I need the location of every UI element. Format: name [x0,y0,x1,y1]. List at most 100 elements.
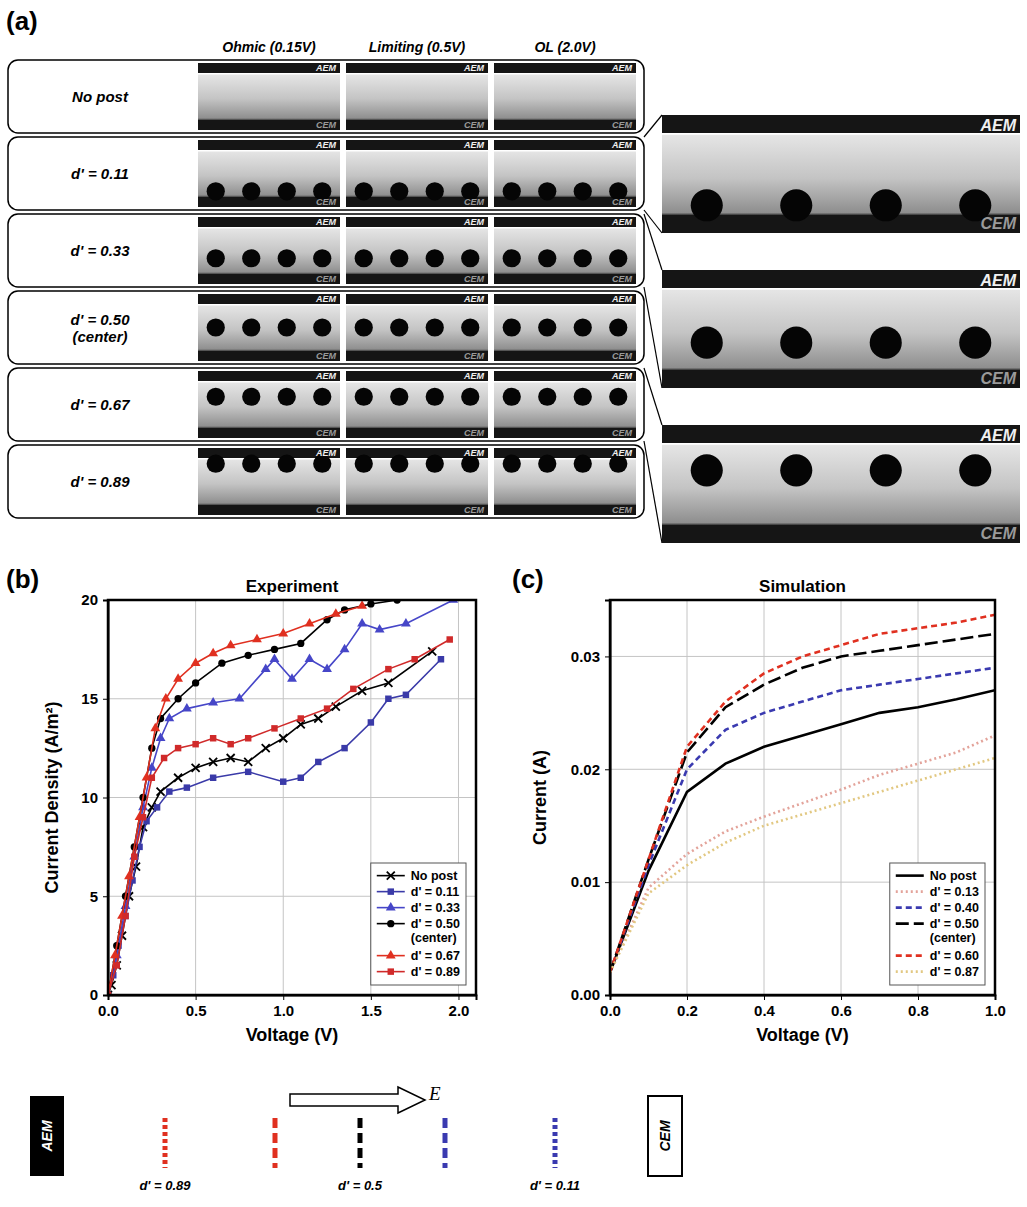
chart-title: Experiment [246,577,339,596]
membrane-cem [662,369,1020,370]
row-frame [8,214,644,287]
membrane-label: CEM [464,197,485,207]
channel-image [494,140,636,207]
legend-entry: d' = 0.87 [896,965,979,979]
post [609,318,627,336]
membrane-label: AEM [315,217,337,227]
membrane-label: CEM [316,274,337,284]
marker [340,644,350,653]
membrane-label: CEM [464,120,485,130]
row-frame [8,445,644,518]
plot-data [610,615,995,973]
membrane-label: AEM [315,371,337,381]
channel-image [198,294,340,361]
post-position [163,1118,168,1168]
membrane-label: AEM [463,448,485,458]
zoom-connector [644,368,662,425]
post [574,388,592,406]
legend: No postd' = 0.13d' = 0.40d' = 0.50(cente… [890,863,985,985]
membrane-aem [346,304,488,306]
marker [271,725,277,731]
tick: 2.0 [449,995,470,1019]
tick: 0.2 [677,995,698,1019]
channel-image [494,294,636,361]
post [278,318,296,336]
post [242,182,260,200]
tick-label: 0.6 [831,1002,852,1019]
image-background [346,448,488,515]
marker [245,652,252,659]
marker [367,600,374,607]
post [691,189,723,221]
post [538,455,556,473]
membrane-cem [662,524,1020,525]
marker [113,961,121,969]
marker [305,618,315,627]
membrane-label: AEM [611,217,633,227]
channel-image [346,63,488,130]
post [390,388,408,406]
image-background [494,217,636,284]
legend-entry: d' = 0.89 [377,965,460,979]
marker [244,758,252,766]
grid-line [764,600,765,995]
position-label: d' = 0.11 [530,1178,580,1193]
image-background [494,294,636,361]
legend-entry: d' = 0.50(center) [896,917,979,945]
membrane-label: CEM [316,428,337,438]
membrane-aem [662,443,1020,445]
membrane-label: CEM [980,215,1016,232]
marker [208,697,218,706]
tick-label: 1.0 [273,1002,294,1019]
marker [166,788,172,794]
membrane-aem [198,227,340,229]
axis: 0.000.010.020.03 [571,601,611,1004]
marker [287,673,297,682]
channel [198,382,340,428]
legend-label: d' = 0.67 [411,949,460,963]
zoom-connector [644,214,662,270]
series-line [610,735,995,972]
marker [261,663,271,672]
post [207,182,225,200]
membrane-label: AEM [315,294,337,304]
tick: 0.6 [831,995,852,1019]
tick: 0.0 [600,995,621,1019]
marker [150,723,160,732]
membrane-aem [346,227,488,229]
post [461,388,479,406]
cem-block [648,1096,682,1176]
legend-entry: No post [896,869,977,883]
chart: 0.00.51.01.52.005101520ExperimentVoltage… [42,577,477,1045]
tick: 0.8 [908,995,929,1019]
membrane-label: CEM [612,197,633,207]
tick: 0.00 [571,986,610,1003]
image-background [662,115,1020,233]
post [242,388,260,406]
axis-title: Voltage (V) [246,1025,339,1045]
grid-line [610,656,995,657]
series-line [610,690,995,972]
marker [209,758,217,766]
marker [357,600,367,609]
tick: 10 [81,789,108,806]
membrane-aem [662,288,1020,290]
channel [198,74,340,120]
marker [358,687,366,695]
post [278,249,296,267]
marker [411,656,417,662]
post [207,318,225,336]
marker [192,679,199,686]
membrane-label: CEM [464,351,485,361]
legend-box [371,863,466,985]
membrane-label: AEM [315,63,337,73]
zoom-connector [644,287,662,388]
marker [403,692,409,698]
marker [252,634,262,643]
channel-image [346,140,488,207]
marker [375,624,385,633]
channel-image [662,270,1020,388]
channel-image [494,371,636,438]
post [461,249,479,267]
marker [192,764,200,772]
